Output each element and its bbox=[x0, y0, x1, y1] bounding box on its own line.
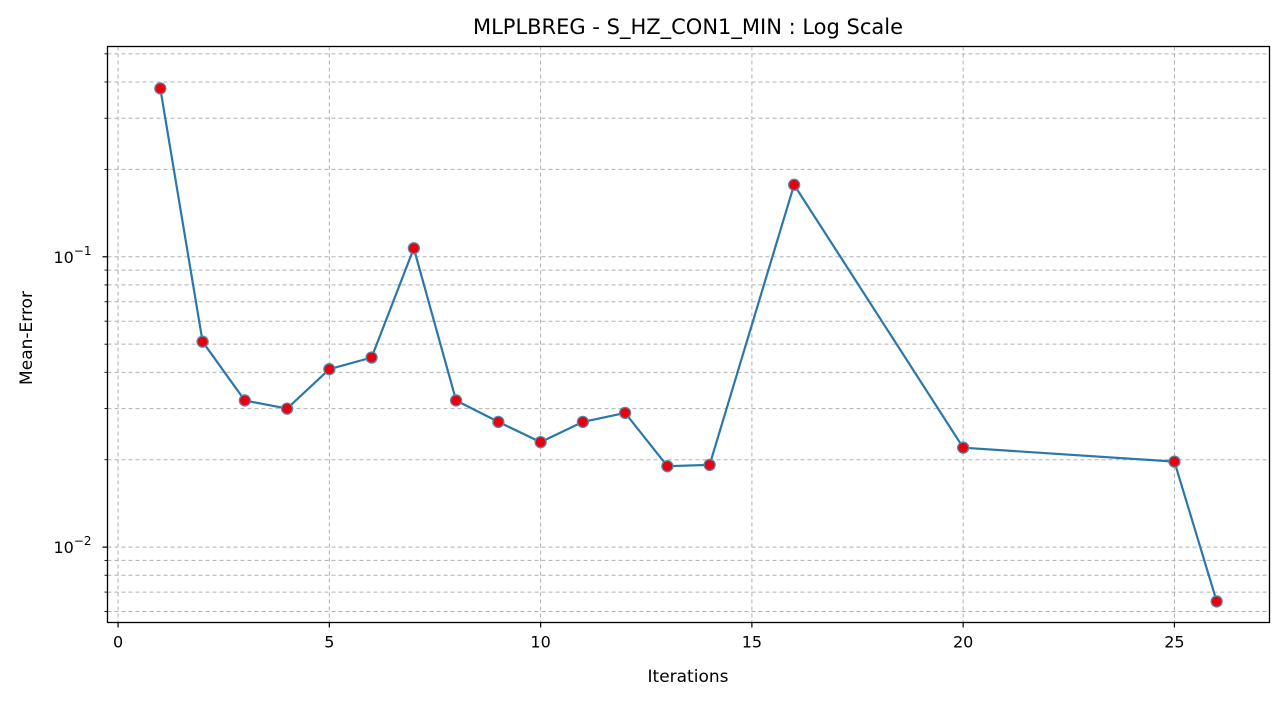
data-point bbox=[280, 402, 294, 415]
x-tick-label: 20 bbox=[953, 633, 973, 652]
x-tick-label: 0 bbox=[113, 633, 123, 652]
y-axis-label: Mean-Error bbox=[17, 291, 37, 385]
data-point bbox=[154, 82, 167, 95]
data-point bbox=[661, 460, 674, 473]
x-tick-label: 15 bbox=[742, 633, 762, 652]
data-point bbox=[323, 363, 336, 376]
data-point bbox=[787, 178, 801, 191]
chart-title: MLPLBREG - S_HZ_CON1_MIN : Log Scale bbox=[473, 15, 903, 40]
data-point bbox=[957, 441, 970, 454]
data-point bbox=[492, 415, 505, 429]
y-tick-label: 10−1 bbox=[53, 244, 91, 267]
data-point bbox=[1168, 455, 1181, 468]
x-tick-label: 5 bbox=[324, 633, 334, 652]
series-line bbox=[159, 88, 1218, 602]
data-point bbox=[576, 415, 590, 429]
data-point bbox=[449, 394, 463, 407]
y-tick-label: 10−2 bbox=[53, 534, 91, 557]
x-axis-label: Iterations bbox=[648, 667, 729, 687]
data-point bbox=[1210, 595, 1223, 608]
data-point bbox=[534, 435, 547, 449]
plot-area-frame bbox=[106, 45, 1271, 624]
data-point bbox=[238, 394, 251, 407]
data-point bbox=[365, 351, 378, 364]
data-point bbox=[407, 242, 420, 255]
data-point bbox=[196, 335, 209, 348]
x-tick-label: 25 bbox=[1164, 633, 1184, 652]
data-point bbox=[618, 406, 632, 420]
ticks: 0 5 10 15 20 25 10−2 10−1 bbox=[53, 53, 1185, 652]
data-point bbox=[703, 458, 716, 472]
grid bbox=[107, 46, 1270, 623]
x-tick-label: 10 bbox=[530, 633, 550, 652]
series-layer bbox=[154, 82, 1223, 608]
